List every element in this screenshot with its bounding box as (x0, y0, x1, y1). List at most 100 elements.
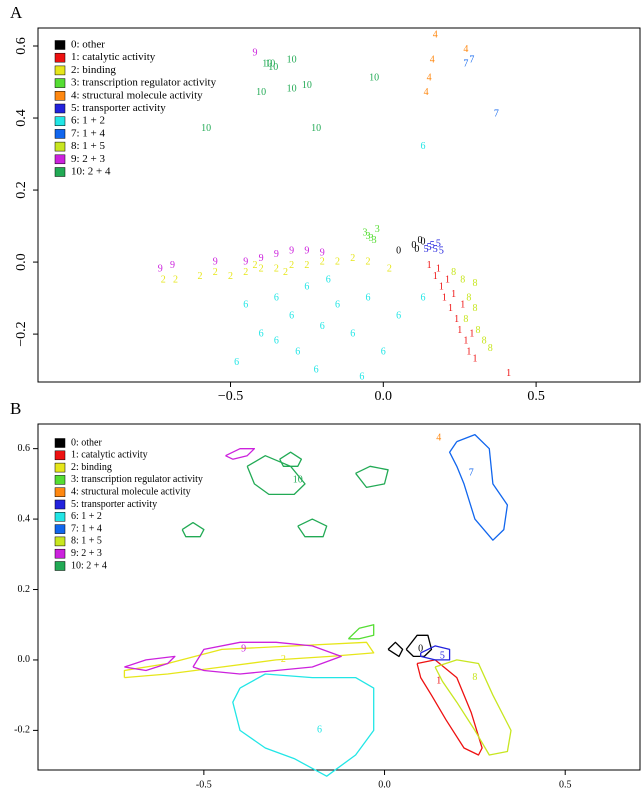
legend-swatch (54, 154, 66, 165)
contour-label: 9 (241, 644, 246, 655)
point: 3 (372, 235, 377, 246)
contour (123, 641, 375, 679)
contour (347, 624, 375, 640)
y-tick-label: 0.0 (14, 253, 29, 271)
legend-label: 10: 2 + 4 (71, 560, 107, 571)
point: 1 (454, 314, 459, 325)
point: 6 (326, 274, 331, 285)
point: 1 (463, 336, 468, 347)
point: 8 (482, 336, 487, 347)
point: 10 (369, 73, 379, 84)
point: 1 (472, 354, 477, 365)
legend-label: 3: transcription regulator activity (71, 474, 203, 485)
point: 3 (375, 224, 380, 235)
point: 2 (252, 260, 257, 271)
panel-label: A (10, 3, 23, 22)
point: 3 (369, 233, 374, 244)
point: 6 (234, 357, 239, 368)
legend-label: 10: 2 + 4 (71, 166, 111, 178)
point: 1 (457, 325, 462, 336)
point: 8 (460, 274, 465, 285)
contour-label: 10 (293, 475, 303, 486)
point: 5 (427, 242, 432, 253)
legend-swatch (54, 40, 66, 50)
point: 10 (287, 55, 297, 66)
point: 1 (445, 274, 450, 285)
legend-label: 7: 1 + 4 (71, 523, 102, 534)
contour-label: 4 (436, 432, 441, 443)
legend-label: 9: 2 + 3 (71, 153, 106, 165)
point: 1 (466, 346, 471, 357)
point: 0 (417, 235, 422, 246)
y-tick-label: -0.2 (14, 725, 30, 736)
point: 10 (302, 80, 312, 91)
point: 5 (424, 244, 429, 255)
x-tick-label: 0.5 (559, 779, 572, 790)
legend-swatch (54, 103, 66, 114)
point: 8 (451, 267, 456, 278)
contour (448, 433, 509, 541)
point: 2 (320, 256, 325, 267)
point: 6 (274, 292, 279, 303)
point: 9 (170, 260, 175, 271)
point: 4 (463, 44, 468, 55)
legend-swatch (54, 78, 66, 88)
y-tick-label: 0.2 (14, 181, 29, 199)
legend-swatch (54, 450, 66, 461)
point: 4 (430, 55, 435, 66)
point: 5 (433, 244, 438, 255)
point: 8 (463, 314, 468, 325)
legend-swatch (54, 499, 66, 510)
legend-label: 0: other (71, 39, 105, 51)
point: 6 (359, 372, 364, 383)
legend-label: 5: transporter activity (71, 499, 157, 510)
point: 10 (287, 84, 297, 95)
point: 1 (436, 264, 441, 275)
point: 2 (243, 267, 248, 278)
contour (387, 634, 433, 658)
point: 1 (469, 328, 474, 339)
point: 2 (304, 260, 309, 271)
point: 0 (421, 237, 426, 248)
point: 1 (451, 289, 456, 300)
point: 1 (442, 292, 447, 303)
point: 10 (268, 62, 278, 73)
legend-label: 8: 1 + 5 (71, 536, 102, 547)
y-tick-label: 0.6 (18, 443, 31, 454)
point: 8 (476, 325, 481, 336)
point: 1 (439, 282, 444, 293)
point: 6 (421, 141, 426, 152)
point: 9 (243, 256, 248, 267)
x-tick-label: -0.5 (196, 779, 212, 790)
point: 2 (283, 267, 288, 278)
point: 3 (362, 228, 367, 239)
point: 4 (427, 73, 432, 84)
point: 7 (494, 109, 499, 120)
point: 8 (466, 292, 471, 303)
legend-swatch (54, 438, 66, 448)
legend-swatch (54, 65, 66, 76)
y-tick-label: 0.4 (18, 513, 31, 524)
contour-label: 8 (472, 672, 477, 683)
panel-label: B (10, 399, 21, 418)
point: 0 (396, 246, 401, 257)
contour-label: 1 (436, 675, 441, 686)
point: 6 (335, 300, 340, 311)
contour (124, 448, 342, 675)
legend-swatch (54, 141, 66, 152)
legend-label: 3: transcription regulator activity (71, 77, 217, 89)
point: 4 (424, 87, 429, 98)
legend-swatch (54, 462, 66, 473)
point: 6 (243, 300, 248, 311)
contour-label: 2 (281, 654, 286, 665)
point: 6 (289, 310, 294, 321)
plot-frame (37, 423, 641, 771)
point: 6 (421, 292, 426, 303)
legend-label: 4: structural molecule activity (71, 89, 203, 101)
contour (181, 451, 389, 538)
legend-label: 2: binding (71, 64, 116, 76)
legend-label: 9: 2 + 3 (71, 548, 102, 559)
point: 9 (304, 246, 309, 257)
point: 2 (259, 264, 264, 275)
